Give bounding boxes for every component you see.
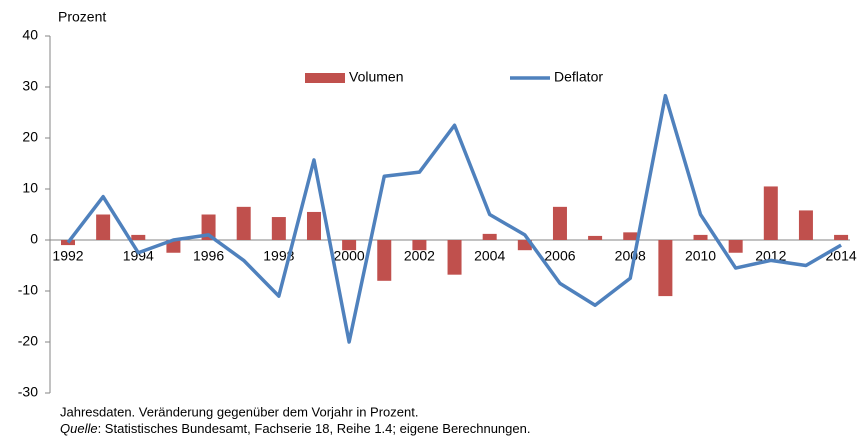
x-tick-label: 1996 [193,248,224,264]
x-tick-label: 2014 [826,248,857,264]
y-tick-label: -30 [18,384,38,400]
legend-swatch [305,73,345,83]
y-tick-label: 30 [22,78,38,94]
bar [763,186,778,240]
x-tick-label: 2006 [544,248,575,264]
y-axis-label: Prozent [58,9,106,25]
source-label: Quelle [60,421,98,436]
bar [377,240,392,281]
bar [131,234,146,240]
y-tick-label: -20 [18,333,38,349]
x-tick-label: 2012 [755,248,786,264]
y-tick-label: 40 [22,27,38,43]
bar [412,240,427,251]
bar [96,214,111,240]
source-text: : Statistisches Bundesamt, Fachserie 18,… [98,421,531,436]
x-tick-label: 1992 [52,248,83,264]
bar [552,206,567,240]
bar [658,240,673,297]
y-tick-label: 0 [30,231,38,247]
bar [236,206,251,240]
bar [447,240,462,275]
bar [834,234,849,240]
line [66,93,842,344]
bar [306,211,321,240]
bar [728,240,743,253]
bar [482,233,497,240]
bar [201,214,216,240]
y-tick-label: 20 [22,129,38,145]
bar [623,232,638,240]
legend-label: Volumen [349,69,403,85]
note: Jahresdaten. Veränderung gegenüber dem V… [60,404,418,419]
y-tick-label: 10 [22,180,38,196]
legend-label: Deflator [554,69,603,85]
x-tick-label: 2004 [474,248,505,264]
x-tick-label: 2000 [334,248,365,264]
x-tick-label: 2002 [404,248,435,264]
y-tick-label: -10 [18,282,38,298]
bar [588,235,603,240]
bar [342,240,357,251]
bar [798,210,813,240]
source: Quelle: Statistisches Bundesamt, Fachser… [60,421,530,436]
bar [517,240,532,251]
bar [693,234,708,240]
bar [166,240,181,253]
x-tick-label: 2008 [615,248,646,264]
bar [271,217,286,240]
x-tick-label: 2010 [685,248,716,264]
